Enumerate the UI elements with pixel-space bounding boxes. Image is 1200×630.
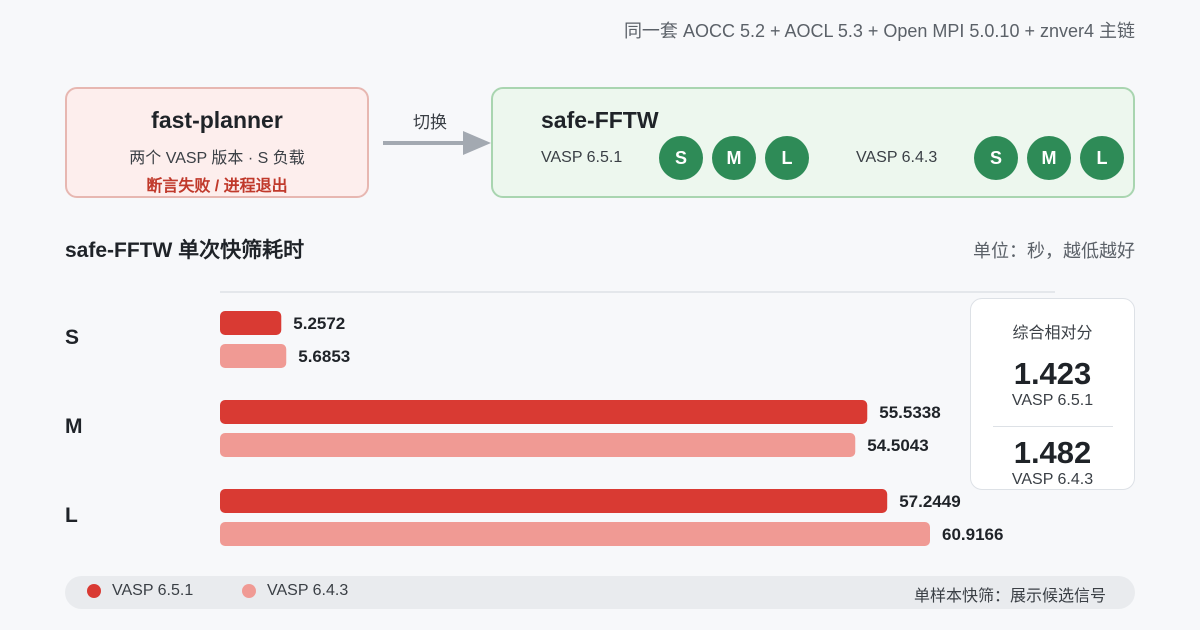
arrow-right-icon [383,131,491,155]
safe-fftw-card: safe-FFTW VASP 6.5.1 S M L VASP 6.4.3 S … [491,87,1135,198]
chart-section-title: safe-FFTW 单次快筛耗时 [65,239,305,262]
safe-fftw-title: safe-FFTW [541,107,659,133]
fast-planner-desc: 两个 VASP 版本 · S 负载 [129,150,305,167]
score-card: 综合相对分 1.423 VASP 6.5.1 1.482 VASP 6.4.3 [970,298,1135,490]
bar [220,522,930,546]
load-s-badge: S [974,136,1018,180]
load-s-badge: S [659,136,703,180]
score-label-a: VASP 6.5.1 [1011,392,1094,409]
bar [220,433,856,457]
version-b-label: VASP 6.4.3 [856,149,938,166]
unit-note: 单位：秒，越低越好 [973,241,1135,261]
fast-planner-error: 断言失败 / 进程退出 [146,178,288,195]
switch-label: 切换 [413,113,447,132]
legend-note: 单样本快筛：展示候选信号 [913,588,1106,605]
category-label: S [65,326,79,349]
score-divider [992,426,1113,427]
bar [220,311,282,335]
version-a-label: VASP 6.5.1 [541,149,623,166]
fast-planner-title: fast-planner [151,107,283,133]
load-m-badge: M [712,136,756,180]
legend-dot-a [87,584,101,598]
load-l-badge: L [1080,136,1124,180]
data-label: 5.2572 [293,314,345,333]
fast-planner-card: fast-planner 两个 VASP 版本 · S 负载 断言失败 / 进程… [65,87,369,198]
score-header: 综合相对分 [1012,325,1093,342]
legend-bar: VASP 6.5.1 VASP 6.4.3 单样本快筛：展示候选信号 [65,576,1135,609]
legend-item-b: VASP 6.4.3 [242,582,348,600]
subtitle: 同一套 AOCC 5.2 + AOCL 5.3 + Open MPI 5.0.1… [623,21,1135,41]
bar [220,400,868,424]
category-label: L [65,504,78,527]
legend-label-a: VASP 6.5.1 [112,582,194,599]
score-label-b: VASP 6.4.3 [1011,471,1094,488]
data-label: 55.5338 [879,403,940,422]
load-m-badge: M [1027,136,1071,180]
data-label: 60.9166 [942,525,1003,544]
legend-item-a: VASP 6.5.1 [87,582,193,600]
score-value-b: 1.482 [1013,435,1092,470]
data-label: 5.6853 [298,347,350,366]
load-l-badge: L [765,136,809,180]
legend-label-b: VASP 6.4.3 [267,582,349,599]
category-label: M [65,415,83,438]
data-label: 57.2449 [899,492,960,511]
bar [220,344,287,368]
legend-dot-b [242,584,256,598]
bar [220,489,888,513]
data-label: 54.5043 [867,436,928,455]
score-value-a: 1.423 [1013,356,1092,391]
